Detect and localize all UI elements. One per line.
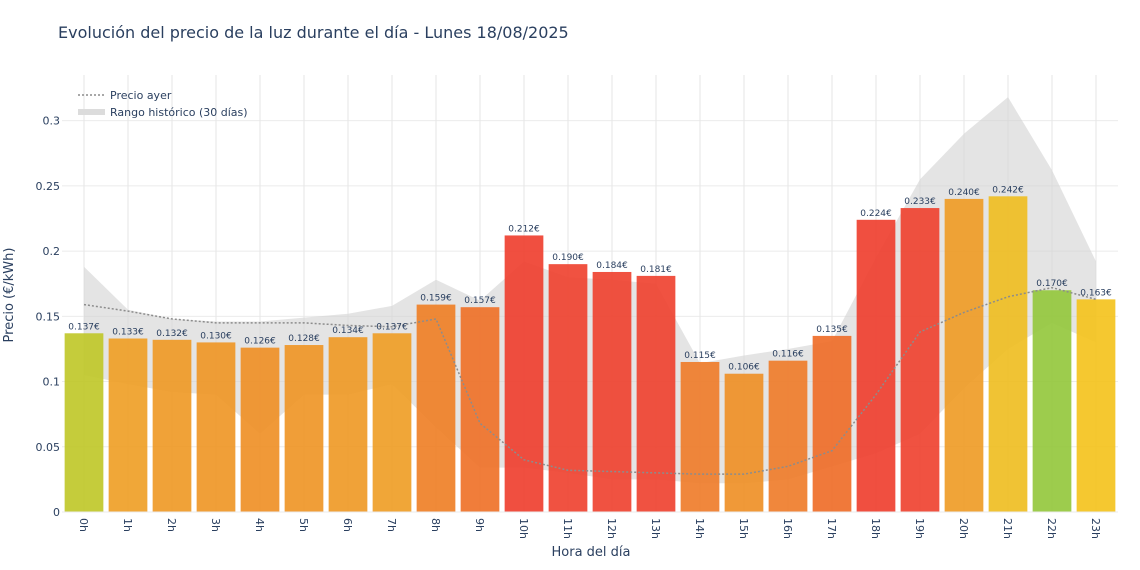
bar-value-label: 0.137€	[376, 322, 408, 332]
x-tick-label: 12h	[605, 518, 618, 539]
bar-value-label: 0.135€	[816, 325, 848, 335]
bar-value-label: 0.115€	[684, 351, 716, 361]
bar-value-label: 0.163€	[1080, 288, 1112, 298]
bar-value-label: 0.128€	[288, 334, 320, 344]
axes: 0 0.05 0.1 0.15 0.2 0.25 0.3 0h 1h 2h 3h 4h 5h 6h 7h 8h…	[36, 115, 1118, 539]
legend-label-yesterday: Precio ayer	[110, 89, 172, 102]
x-tick-label: 10h	[517, 518, 530, 539]
price-bar	[196, 342, 236, 512]
bar-value-label: 0.116€	[772, 350, 804, 360]
y-tick-label: 0.25	[36, 180, 61, 193]
price-bar	[416, 304, 456, 512]
y-tick-label: 0.2	[43, 245, 61, 258]
x-tick-label: 4h	[253, 518, 266, 532]
price-bar	[504, 235, 544, 512]
x-tick-label: 19h	[913, 518, 926, 539]
legend[interactable]: Precio ayer Rango histórico (30 días)	[78, 89, 248, 119]
x-tick-label: 0h	[77, 518, 90, 532]
chart-title: Evolución del precio de la luz durante e…	[58, 23, 569, 42]
y-axis-label: Precio (€/kWh)	[2, 248, 17, 343]
bar-value-label: 0.159€	[420, 294, 452, 304]
price-bar	[64, 333, 104, 512]
price-bar	[284, 345, 324, 512]
x-tick-label: 20h	[957, 518, 970, 539]
price-bar	[372, 333, 412, 512]
x-tick-label: 23h	[1089, 518, 1102, 539]
x-tick-label: 18h	[869, 518, 882, 539]
bar-value-label: 0.242€	[992, 185, 1024, 195]
price-bar	[636, 275, 676, 512]
y-tick-label: 0.15	[36, 310, 61, 323]
bar-value-label: 0.224€	[860, 209, 892, 219]
price-bar	[460, 307, 500, 512]
historical-range-area	[84, 97, 1096, 484]
x-tick-label: 17h	[825, 518, 838, 539]
x-tick-label: 21h	[1001, 518, 1014, 539]
bar-value-label: 0.133€	[112, 328, 144, 338]
price-bar	[1032, 290, 1072, 512]
bar-value-label: 0.181€	[640, 265, 672, 275]
x-tick-label: 15h	[737, 518, 750, 539]
bar-value-labels: 0.137€ 0.133€ 0.132€ 0.130€ 0.126€ 0.128€ 0.13…	[68, 185, 1112, 372]
bar-value-label: 0.130€	[200, 331, 232, 341]
price-bar	[988, 196, 1028, 513]
x-tick-label: 22h	[1045, 518, 1058, 539]
x-tick-label: 16h	[781, 518, 794, 539]
x-axis-label: Hora del día	[552, 545, 631, 560]
price-bar	[944, 198, 984, 513]
price-bar	[592, 271, 632, 512]
y-tick-label: 0	[53, 506, 60, 519]
price-bar	[1076, 299, 1116, 512]
bar-value-label: 0.157€	[464, 296, 496, 306]
x-tick-label: 6h	[341, 518, 354, 532]
price-bar	[900, 208, 940, 513]
legend-area-swatch	[78, 109, 105, 115]
price-bar	[108, 338, 148, 512]
price-bar	[152, 339, 192, 512]
bar-value-label: 0.190€	[552, 253, 584, 263]
price-bar	[812, 335, 852, 512]
x-tick-label: 9h	[473, 518, 486, 532]
x-tick-label: 11h	[561, 518, 574, 539]
x-tick-label: 5h	[297, 518, 310, 532]
y-tick-label: 0.05	[36, 441, 61, 454]
price-bar	[856, 219, 896, 513]
bar-value-label: 0.134€	[332, 326, 364, 336]
x-tick-label: 2h	[165, 518, 178, 532]
x-tick-label: 8h	[429, 518, 442, 532]
y-tick-label: 0.1	[43, 376, 61, 389]
x-tick-label: 3h	[209, 518, 222, 532]
historical-range	[84, 97, 1096, 484]
bar-value-label: 0.126€	[244, 337, 276, 347]
yesterday-price-line	[83, 286, 1097, 475]
x-tick-label: 1h	[121, 518, 134, 532]
bar-value-label: 0.137€	[68, 322, 100, 332]
bar-value-label: 0.212€	[508, 224, 540, 234]
x-tick-label: 7h	[385, 518, 398, 532]
yesterday-line	[83, 286, 1097, 475]
bar-value-label: 0.132€	[156, 329, 188, 339]
x-tick-label: 14h	[693, 518, 706, 539]
x-tick-label: 13h	[649, 518, 662, 539]
price-bar	[548, 264, 588, 512]
price-bar	[240, 347, 280, 512]
bars	[64, 196, 1116, 513]
price-bar	[724, 373, 764, 512]
bar-value-label: 0.106€	[728, 363, 760, 373]
price-bar	[328, 337, 368, 512]
bar-value-label: 0.184€	[596, 261, 628, 271]
price-bar	[768, 360, 808, 512]
y-tick-label: 0.3	[43, 115, 61, 128]
price-bar	[680, 361, 720, 512]
bar-value-label: 0.170€	[1036, 279, 1068, 289]
bar-value-label: 0.240€	[948, 188, 980, 198]
bar-value-label: 0.233€	[904, 197, 936, 207]
legend-label-range: Rango histórico (30 días)	[110, 106, 248, 119]
